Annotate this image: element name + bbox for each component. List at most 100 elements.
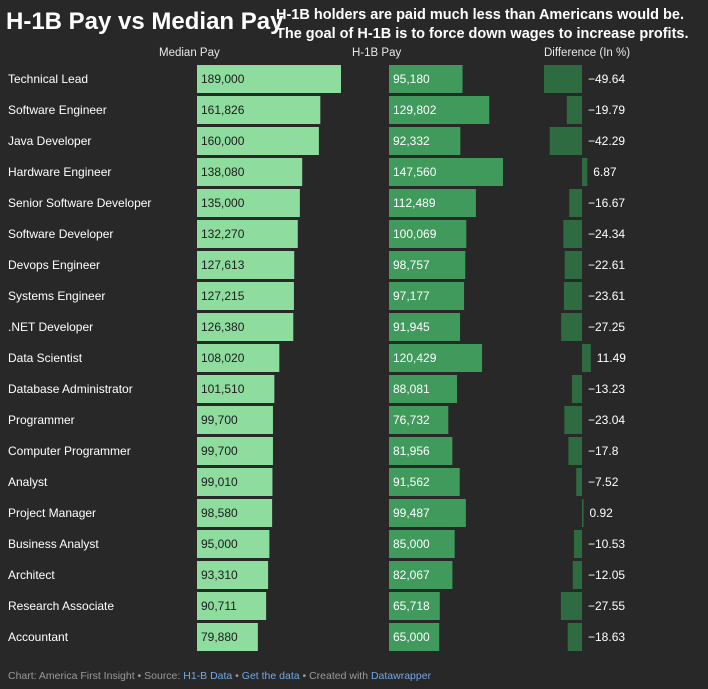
median-pay-value: 161,826 [201,103,245,117]
median-pay-value: 138,080 [201,165,245,179]
difference-bar [549,127,582,155]
footer-separator: • [232,670,242,682]
row-label: Technical Lead [8,72,88,86]
h1b-pay-value: 76,732 [393,413,430,427]
difference-value: 6.87 [593,165,617,179]
difference-value: −24.34 [588,227,625,241]
row-label: Architect [8,568,55,582]
median-pay-value: 132,270 [201,227,245,241]
difference-bar [564,406,582,434]
median-pay-value: 99,700 [201,413,238,427]
row-label: Software Developer [8,227,113,241]
median-pay-value: 98,580 [201,506,238,520]
difference-value: −17.8 [588,444,619,458]
difference-bar [566,96,582,124]
chart-subtitle: H-1B holders are paid much less than Ame… [276,6,689,44]
difference-bar [582,499,584,527]
difference-value: −27.25 [588,320,625,334]
median-pay-bar [197,251,295,279]
median-pay-bar [197,561,269,589]
median-pay-bar [197,375,275,403]
datawrapper-link[interactable]: Datawrapper [370,670,432,682]
median-pay-value: 127,613 [201,258,245,272]
difference-value: −22.61 [588,258,625,272]
get-the-data-link[interactable]: Get the data [241,670,300,682]
h1b-pay-value: 92,332 [393,134,430,148]
median-pay-bar [197,65,341,93]
difference-value: −10.53 [588,537,625,551]
h1b-pay-bar [389,96,490,124]
difference-value: 0.92 [590,506,614,520]
row-label: Java Developer [8,134,91,148]
h1b-pay-bar [389,499,466,527]
column-header-h1b-pay: H-1B Pay [352,47,402,59]
source-link[interactable]: H1-B Data [183,670,233,682]
h1b-pay-bar [389,406,449,434]
h1b-pay-bar [389,530,455,558]
h1b-pay-bar [389,251,466,279]
h1b-pay-bar [389,65,463,93]
row-label: .NET Developer [8,320,93,334]
h1b-pay-value: 98,757 [393,258,430,272]
median-pay-bar [197,189,300,217]
footer-credit: Chart: America First Insight • Source: [8,670,184,682]
chart-title: H-1B Pay vs Median Pay [6,8,284,35]
footer-created-with: • Created with [299,670,371,682]
difference-value: −42.29 [588,134,625,148]
row-label: Software Engineer [8,103,107,117]
column-header-median-pay: Median Pay [159,47,220,59]
median-pay-value: 126,380 [201,320,245,334]
h1b-pay-value: 91,562 [393,475,430,489]
h1b-pay-bar [389,189,476,217]
chart-footer: Chart: America First Insight • Source: H… [8,670,431,682]
h1b-pay-bar [389,623,440,651]
difference-bar [563,282,582,310]
h1b-pay-value: 81,956 [393,444,430,458]
median-pay-bar [197,437,273,465]
median-pay-bar [197,158,303,186]
h1b-pay-value: 82,067 [393,568,430,582]
h1b-pay-value: 97,177 [393,289,430,303]
row-label: Database Administrator [8,382,133,396]
h1b-pay-value: 120,429 [393,351,437,365]
h1b-pay-value: 112,489 [393,196,436,210]
difference-value: −27.55 [588,599,625,613]
median-pay-bar [197,96,321,124]
h1b-pay-bar [389,592,440,620]
column-header-difference: Difference (In %) [544,47,631,59]
difference-value: −19.79 [588,103,625,117]
difference-value: −23.61 [588,289,625,303]
h1b-pay-value: 99,487 [393,506,430,520]
difference-value: −16.67 [588,196,625,210]
row-label: Project Manager [8,506,96,520]
difference-value: −12.05 [588,568,625,582]
median-pay-value: 189,000 [201,72,245,86]
difference-bar [564,251,582,279]
h1b-pay-value: 65,000 [393,630,430,644]
subtitle-line-1: H-1B holders are paid much less than Ame… [276,7,684,23]
median-pay-bar [197,344,280,372]
h1b-pay-bar [389,158,503,186]
difference-bar [560,592,582,620]
h1b-pay-bar [389,127,461,155]
h1b-pay-bar [389,437,453,465]
median-pay-value: 135,000 [201,196,245,210]
row-label: Data Scientist [8,351,83,365]
row-label: Hardware Engineer [8,165,111,179]
h1b-pay-value: 91,945 [393,320,430,334]
difference-bar [568,437,582,465]
chart-svg: Technical Lead 189,000 95,180 −49.64 Softwar… [8,65,626,651]
median-pay-bar [197,468,273,496]
median-pay-value: 108,020 [201,351,245,365]
h1b-pay-value: 100,069 [393,227,437,241]
row-label: Analyst [8,475,48,489]
h1b-pay-value: 85,000 [393,537,430,551]
h1b-pay-value: 65,718 [393,599,430,613]
h1b-pay-bar [389,375,458,403]
difference-bar [582,158,588,186]
median-pay-bar [197,530,270,558]
h1b-pay-bar [389,561,453,589]
subtitle-line-2: The goal of H-1B is to force down wages … [276,26,689,42]
difference-bar [567,623,582,651]
median-pay-value: 95,000 [201,537,238,551]
